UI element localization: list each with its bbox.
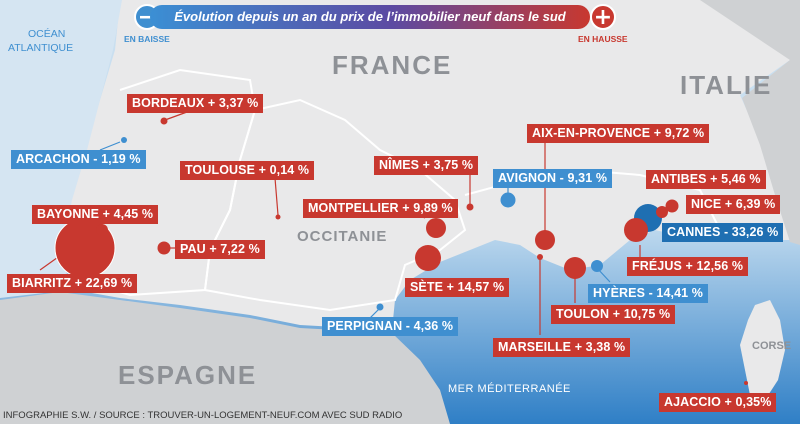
city-tag-hyeres[interactable]: HYÈRES - 14,41 % [588,284,708,303]
city-tag-arcachon[interactable]: ARCACHON - 1,19 % [11,150,146,169]
plus-icon: + [590,4,616,30]
legend-baisse-label: EN BAISSE [124,34,170,44]
marker-montpellier[interactable] [426,218,446,238]
marker-ajaccio[interactable] [744,381,748,385]
city-tag-nice[interactable]: NICE + 6,39 % [686,195,781,214]
city-tag-toulouse[interactable]: TOULOUSE + 0,14 % [180,161,315,180]
sea-mediterranean: MER MÉDITERRANÉE [448,383,571,395]
marker-pau[interactable] [157,241,171,255]
city-tag-bayonne[interactable]: BAYONNE + 4,45 % [32,205,159,224]
marker-arcachon[interactable] [121,137,127,143]
source-credit: INFOGRAPHIE S.W. / SOURCE : TROUVER-UN-L… [3,410,403,421]
marker-bordeaux[interactable] [160,117,168,125]
city-tag-bordeaux[interactable]: BORDEAUX + 3,37 % [127,94,264,113]
marker-nice[interactable] [665,199,679,213]
marker-perpignan[interactable] [376,303,384,311]
marker-nimes[interactable] [466,203,474,211]
marker-toulon[interactable] [564,257,586,279]
city-tag-sete[interactable]: SÈTE + 14,57 % [405,278,510,297]
region-occitanie: OCCITANIE [297,228,388,245]
city-tag-toulon[interactable]: TOULON + 10,75 % [551,305,676,324]
city-tag-avignon[interactable]: AVIGNON - 9,31 % [493,169,613,188]
city-tag-frejus[interactable]: FRÉJUS + 12,56 % [627,257,749,276]
marker-frejus[interactable] [624,218,648,242]
region-corse: CORSE [752,340,792,352]
marker-aix[interactable] [535,230,555,250]
city-tag-montpellier[interactable]: MONTPELLIER + 9,89 % [303,199,458,218]
marker-antibes[interactable] [656,206,668,218]
italy-land [700,0,800,245]
marker-sete[interactable] [415,245,441,271]
region-france: FRANCE [332,50,453,80]
city-tag-marseille[interactable]: MARSEILLE + 3,38 % [493,338,631,357]
marker-hyeres[interactable] [591,260,603,272]
corsica-island [740,300,785,400]
sea-atlantic-line2: ATLANTIQUE [8,42,74,54]
map-title: Évolution depuis un an du prix de l’immo… [150,5,590,29]
city-tag-pau[interactable]: PAU + 7,22 % [175,240,265,259]
marker-avignon[interactable] [500,192,516,208]
legend-hausse-label: EN HAUSSE [578,34,628,44]
city-tag-biarritz[interactable]: BIARRITZ + 22,69 % [7,274,138,293]
atlantic-ocean [0,0,122,298]
spain-land [0,292,450,424]
city-tag-nimes[interactable]: NÎMES + 3,75 % [374,156,479,175]
city-tag-cannes[interactable]: CANNES - 33,26 % [662,223,784,242]
marker-marseille[interactable] [537,254,543,260]
city-tag-perpignan[interactable]: PERPIGNAN - 4,36 % [322,317,459,336]
marker-toulouse[interactable] [275,214,281,220]
sea-atlantic-line1: OCÉAN [28,28,66,40]
nouvelle-aquitaine-outline [94,68,257,297]
city-tag-aix-en-provence[interactable]: AIX-EN-PROVENCE + 9,72 % [527,124,710,143]
city-tag-antibes[interactable]: ANTIBES + 5,46 % [646,170,766,189]
region-espagne: ESPAGNE [118,360,258,390]
city-tag-ajaccio[interactable]: AJACCIO + 0,35% [659,393,777,412]
marker-bayonne[interactable] [96,224,108,236]
region-italie: ITALIE [680,70,773,100]
